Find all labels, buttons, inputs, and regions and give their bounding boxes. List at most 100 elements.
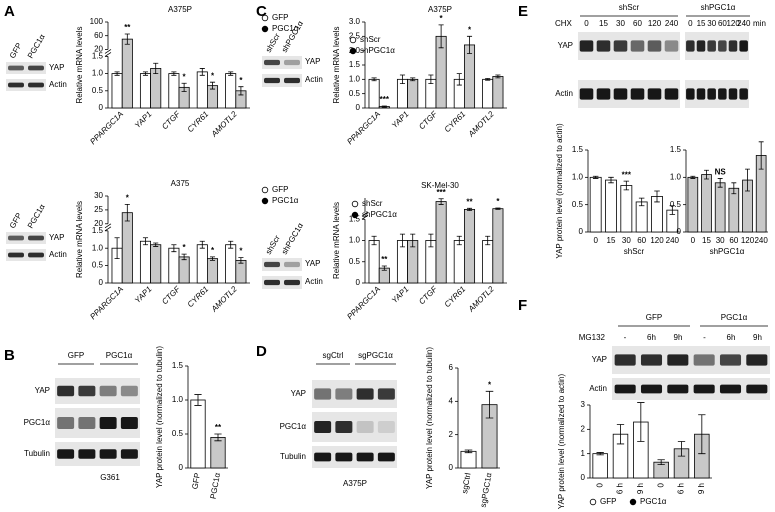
error-bar bbox=[142, 71, 149, 76]
y-tick-label: 1.0 bbox=[349, 236, 361, 245]
x-tick-label: 9 h bbox=[636, 483, 645, 494]
significance: * bbox=[211, 71, 215, 80]
error-bar bbox=[381, 265, 387, 271]
blot-band bbox=[696, 40, 706, 52]
bar bbox=[225, 73, 237, 109]
blot-row-label: YAP bbox=[592, 355, 607, 364]
blot-band bbox=[630, 40, 645, 52]
significance: NS bbox=[715, 168, 727, 177]
blot-band bbox=[28, 65, 44, 71]
blot-background bbox=[262, 56, 302, 69]
blot-band bbox=[99, 385, 117, 397]
error-bar bbox=[731, 182, 737, 195]
x-tick-label: CTGF bbox=[417, 284, 440, 307]
blot-band bbox=[739, 88, 748, 100]
blot-band bbox=[377, 388, 395, 400]
blot-row-label: YAP bbox=[49, 63, 64, 72]
x-tick-label: 0 bbox=[595, 482, 604, 487]
blot-lane-label: 240 bbox=[665, 19, 679, 28]
blot-background bbox=[6, 249, 46, 261]
error-bar bbox=[410, 77, 416, 82]
blot-background bbox=[612, 378, 770, 400]
y-axis-label: YAP protein level (normalized to actin) bbox=[555, 123, 564, 259]
error-bar bbox=[114, 71, 120, 76]
bar bbox=[492, 76, 504, 109]
blot-row-label: YAP bbox=[291, 389, 306, 398]
blot-band bbox=[264, 261, 280, 268]
x-tick-label: 30 bbox=[622, 236, 631, 245]
y-tick-label: 0 bbox=[449, 463, 454, 472]
panel-label: B bbox=[4, 347, 15, 364]
error-bar bbox=[199, 240, 205, 249]
axis-break bbox=[104, 52, 112, 57]
legend-marker bbox=[629, 498, 637, 506]
x-tick-label: PPARGC1A bbox=[345, 285, 382, 322]
blot-band bbox=[719, 384, 742, 394]
blot-band bbox=[264, 279, 280, 286]
x-tick-label: YAP1 bbox=[390, 110, 411, 131]
blot-lane-label: 0 bbox=[688, 19, 693, 28]
blot-lane-label: 9h bbox=[753, 333, 762, 342]
x-tick-label: sgPGC1α bbox=[479, 472, 494, 508]
y-tick-label: 0 bbox=[179, 463, 184, 472]
bar bbox=[435, 201, 447, 284]
significance: *** bbox=[380, 95, 390, 104]
error-bar bbox=[399, 74, 406, 85]
blot-lane-label: 9h bbox=[674, 333, 683, 342]
legend-marker bbox=[261, 14, 269, 22]
blot-lane-label: GFP bbox=[8, 41, 24, 60]
blot-band bbox=[377, 421, 395, 433]
blot-band bbox=[264, 77, 280, 84]
bar bbox=[168, 73, 180, 109]
panel-label: D bbox=[256, 343, 267, 360]
legend-label: GFP bbox=[272, 13, 288, 22]
error-bar bbox=[238, 257, 244, 264]
x-tick-label: CYR61 bbox=[443, 110, 468, 135]
error-bar bbox=[464, 449, 473, 454]
chart-title: A375P bbox=[428, 5, 452, 14]
error-bar bbox=[438, 24, 444, 49]
error-bar bbox=[181, 82, 187, 92]
x-axis-label: shScr bbox=[624, 247, 645, 256]
blot-background bbox=[578, 80, 680, 108]
x-tick-label: YAP1 bbox=[133, 285, 154, 306]
blot-band bbox=[8, 65, 24, 71]
y-tick-label: 1.0 bbox=[572, 172, 584, 181]
blot-lane-label: 6h bbox=[647, 333, 656, 342]
y-tick-label: 1.0 bbox=[349, 74, 361, 83]
blot-row-label: Actin bbox=[305, 75, 323, 84]
blot-band bbox=[28, 82, 44, 88]
bar bbox=[150, 244, 162, 284]
x-tick-label: 6 h bbox=[616, 483, 625, 494]
blot-row-label: Actin bbox=[305, 277, 323, 286]
error-bar bbox=[698, 414, 706, 455]
error-bar bbox=[228, 71, 234, 76]
blot-lane-label: 60 bbox=[633, 19, 642, 28]
blot-band bbox=[8, 235, 24, 241]
blot-band bbox=[613, 40, 628, 52]
blot-band bbox=[335, 388, 353, 400]
x-tick-label: CTGF bbox=[417, 109, 440, 132]
y-axis-label: YAP protein level (normalized to tubulin… bbox=[425, 347, 434, 489]
blot-band bbox=[78, 417, 96, 429]
y-tick-label: 1.5 bbox=[92, 226, 104, 235]
bar bbox=[196, 244, 208, 284]
error-bar bbox=[153, 242, 159, 247]
blot-unit: min bbox=[753, 19, 766, 28]
blot-band bbox=[99, 417, 117, 429]
legend-label: PGC1α bbox=[272, 24, 299, 33]
error-bar bbox=[466, 207, 473, 211]
error-bar bbox=[495, 207, 501, 210]
blot-background bbox=[262, 74, 302, 87]
x-tick-label: YAP1 bbox=[390, 285, 411, 306]
blot-band bbox=[693, 354, 715, 366]
y-tick-label: 30 bbox=[94, 191, 103, 200]
error-bar bbox=[623, 180, 630, 191]
x-tick-label: 240 bbox=[754, 236, 768, 245]
blot-band bbox=[579, 88, 594, 100]
blot-background bbox=[685, 80, 749, 108]
blot-band bbox=[314, 452, 332, 462]
blot-caption: G361 bbox=[100, 473, 120, 482]
x-tick-label: YAP1 bbox=[133, 110, 154, 131]
blot-band bbox=[613, 88, 628, 100]
